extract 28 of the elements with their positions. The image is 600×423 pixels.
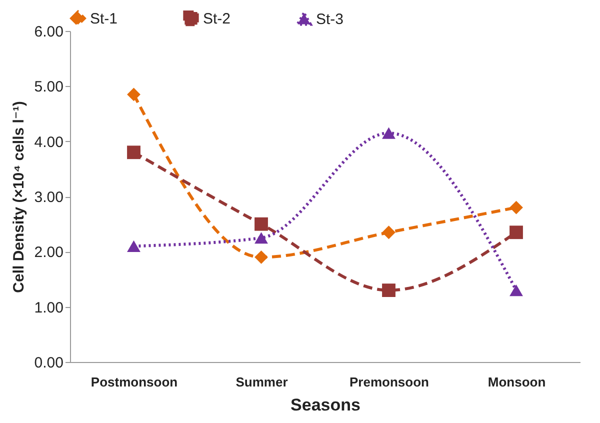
point xyxy=(127,146,140,160)
point xyxy=(510,284,523,296)
point xyxy=(382,284,396,297)
y-tick-label: 3.00 xyxy=(34,189,64,206)
x-tick-label: Postmonsoon xyxy=(90,374,178,390)
y-tick-label: 4.00 xyxy=(34,134,64,151)
legend-label: St-2 xyxy=(203,10,231,28)
point xyxy=(254,232,268,244)
y-tick-label: 2.00 xyxy=(34,244,64,262)
point xyxy=(127,88,140,102)
y-tick-label: 5.00 xyxy=(34,78,64,96)
y-tick-label: 6.00 xyxy=(34,24,64,40)
point xyxy=(510,200,523,214)
point xyxy=(254,250,268,264)
x-tick-label: Summer xyxy=(236,374,288,390)
y-tick-label: 1.00 xyxy=(34,299,64,316)
point xyxy=(254,217,268,231)
point xyxy=(382,226,396,240)
point xyxy=(127,240,140,252)
y-axis-title: Cell Density (×10⁴ cells l⁻¹) xyxy=(10,101,28,293)
legend-label: St-3 xyxy=(316,10,344,28)
point xyxy=(510,226,523,240)
y-tick-label: 0.00 xyxy=(34,354,64,372)
x-axis-title: Seasons xyxy=(290,396,360,414)
point xyxy=(382,127,396,139)
x-tick-label: Premonsoon xyxy=(350,374,430,390)
x-tick-label: Monsoon xyxy=(488,374,546,390)
legend-label: St-1 xyxy=(90,10,118,28)
